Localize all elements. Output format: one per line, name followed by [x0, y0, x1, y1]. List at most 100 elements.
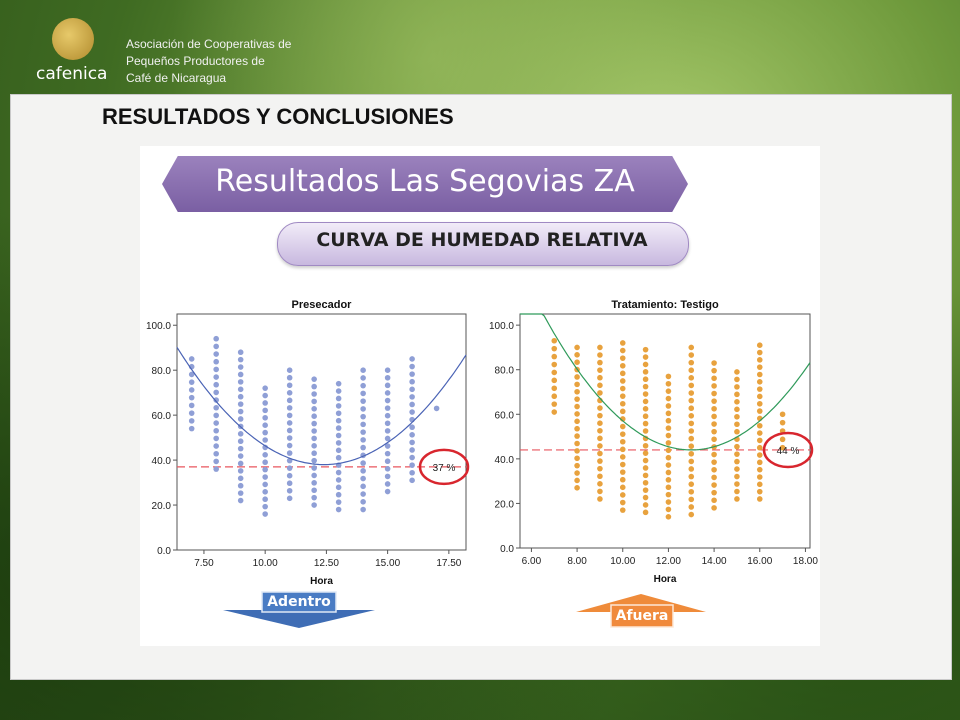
presecador-data-point [311, 487, 317, 494]
testigo-data-point [688, 488, 695, 495]
subtitle-text: CURVA DE HUMEDAD RELATIVA [316, 229, 648, 251]
presecador-data-point [213, 374, 219, 380]
presecador-data-point [262, 481, 268, 488]
presecador-data-point [286, 442, 293, 449]
testigo-data-point [688, 443, 695, 449]
testigo-data-point [688, 352, 695, 358]
subtitle-pill [277, 222, 689, 266]
presecador-data-point [213, 420, 219, 426]
presecador-data-point [384, 435, 391, 442]
testigo-data-point [619, 347, 626, 354]
testigo-data-point [619, 431, 626, 437]
presecador-data-point [384, 481, 391, 487]
testigo-data-point [642, 383, 649, 390]
presecador-data-point [409, 409, 415, 415]
testigo-data-point [642, 391, 649, 397]
presecador-data-point [311, 428, 317, 434]
presecador-data-point [360, 382, 366, 389]
presecador-data-point [360, 421, 366, 428]
presecador-data-point [213, 381, 219, 388]
presecador-data-point [262, 452, 268, 458]
testigo-data-point [779, 444, 786, 451]
testigo-data-point [688, 496, 695, 503]
presecador-data-point [213, 466, 219, 472]
testigo-data-point [597, 465, 603, 472]
presecador-data-point [311, 502, 317, 508]
presecador-data-point [237, 453, 244, 459]
testigo-data-point [619, 423, 626, 430]
presecador-data-point [311, 420, 317, 427]
testigo-data-point [642, 420, 649, 427]
testigo-data-point [665, 417, 672, 424]
testigo-data-point [711, 375, 717, 382]
testigo-data-point [734, 421, 740, 428]
presecador-data-point [262, 392, 268, 399]
testigo-data-point [665, 410, 672, 417]
presecador-data-point [237, 438, 244, 445]
testigo-data-point [665, 477, 672, 483]
testigo-data-point [711, 505, 717, 511]
presecador-data-point [213, 450, 219, 457]
presecador-data-point [409, 363, 415, 370]
presecador-data-point [286, 487, 293, 494]
testigo-data-point [551, 409, 558, 415]
testigo-fit-curve [520, 313, 811, 451]
testigo-data-point [688, 344, 695, 351]
testigo-data-point [665, 469, 672, 476]
testigo-data-point [574, 374, 580, 380]
testigo-data-point [711, 405, 717, 412]
presecador-data-point [335, 491, 342, 498]
testigo-y-tick-label: 20.0 [495, 499, 515, 510]
presecador-data-point [384, 488, 391, 495]
testigo-data-point [642, 413, 649, 420]
presecador-data-point [409, 386, 415, 393]
presecador-x-tick-label: 12.50 [314, 558, 339, 569]
presecador-data-point [384, 374, 391, 381]
presecador-data-point [213, 335, 219, 342]
testigo-data-point [756, 459, 763, 466]
testigo-data-point [756, 379, 763, 385]
testigo-data-point [711, 482, 717, 488]
testigo-data-point [574, 470, 580, 476]
testigo-data-point [734, 406, 740, 413]
testigo-data-point [619, 408, 626, 415]
presecador-data-point [335, 432, 342, 439]
presecador-data-point [384, 473, 391, 480]
presecador-x-tick-label: 7.50 [194, 558, 214, 569]
testigo-data-point [642, 502, 649, 508]
presecador-data-point [384, 466, 391, 472]
testigo-data-point [756, 488, 763, 495]
testigo-data-point [597, 473, 603, 480]
presecador-data-point [360, 375, 366, 381]
presecador-data-point [237, 430, 244, 437]
presecador-data-point [262, 437, 268, 443]
testigo-data-point [711, 497, 717, 504]
testigo-data-point [597, 443, 603, 449]
testigo-data-point [756, 437, 763, 444]
testigo-data-point [574, 477, 580, 484]
presecador-x-tick-label: 15.00 [375, 558, 400, 569]
presecador-y-tick-label: 20.0 [152, 501, 172, 512]
presecador-plot-frame [176, 313, 467, 551]
testigo-x-tick-label: 14.00 [702, 556, 727, 567]
testigo-data-point [642, 487, 649, 493]
testigo-data-point [756, 452, 763, 458]
testigo-data-point [688, 367, 695, 374]
testigo-data-point [551, 361, 558, 368]
afuera-label-box [610, 604, 674, 628]
testigo-x-tick-label: 16.00 [747, 556, 772, 567]
testigo-data-point [665, 454, 672, 461]
testigo-data-point [574, 352, 580, 358]
presecador-data-point [311, 376, 317, 382]
presecador-data-point [262, 385, 268, 391]
testigo-data-point [642, 428, 649, 434]
testigo-x-tick-label: 18.00 [793, 556, 818, 567]
testigo-data-point [665, 432, 672, 439]
testigo-data-point [574, 448, 580, 454]
testigo-y-tick-label: 60.0 [495, 410, 515, 421]
presecador-data-point [360, 483, 366, 490]
testigo-data-point [734, 399, 740, 405]
testigo-y-tick-label: 0.0 [500, 544, 514, 555]
presecador-data-point [311, 413, 317, 420]
presecador-data-point [188, 394, 195, 401]
